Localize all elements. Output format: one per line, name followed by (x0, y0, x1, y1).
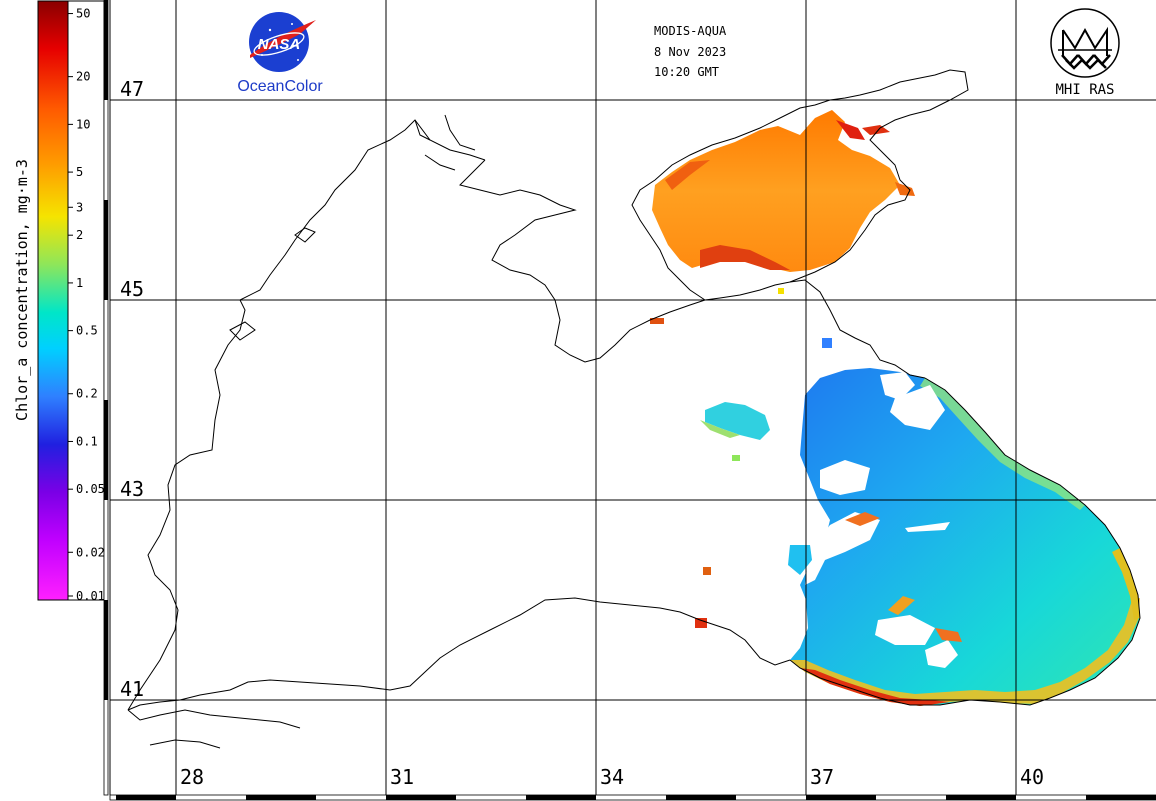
colorbar-title: Chlor_a concentration, mg·m-3 (13, 159, 31, 421)
colorbar-gradient (37, 0, 69, 601)
nasa-text: NASA (258, 36, 301, 53)
colorbar-tick-label: 0.5 (76, 324, 98, 338)
time-label: 10:20 GMT (654, 65, 719, 79)
colorbar-tick-label: 10 (76, 117, 90, 131)
lon-label: 40 (1020, 765, 1044, 789)
lon-label: 28 (180, 765, 204, 789)
lon-label: 37 (810, 765, 834, 789)
image-header: MODIS-AQUA 8 Nov 2023 10:20 GMT (654, 24, 727, 79)
colorbar-tick-label: 1 (76, 276, 83, 290)
colorbar-tick-label: 0.01 (76, 589, 105, 603)
colorbar-tick-label: 0.1 (76, 434, 98, 448)
sensor-label: MODIS-AQUA (654, 24, 727, 38)
colorbar-ticks: 50 20 10 5 3 2 1 0.5 0.2 0.1 0.05 0.02 0.01 (68, 7, 105, 603)
date-label: 8 Nov 2023 (654, 45, 726, 59)
oceancolor-text: OceanColor (237, 78, 323, 95)
lat-labels: 47 45 43 41 (120, 77, 144, 701)
colorbar-tick-label: 5 (76, 165, 83, 179)
colorbar: 50 20 10 5 3 2 1 0.5 0.2 0.1 0.05 0.02 0.01 Chlor_a … (13, 0, 105, 603)
lat-label: 47 (120, 77, 144, 101)
chlorophyll-data (650, 110, 1140, 706)
lat-label: 43 (120, 477, 144, 501)
lat-label: 45 (120, 277, 144, 301)
azov-sea-data (652, 110, 900, 272)
bottom-scale-bar (109, 794, 1156, 801)
mhi-ras-logo: MHI RAS (1050, 8, 1120, 98)
colorbar-tick-label: 0.2 (76, 387, 98, 401)
colorbar-tick-label: 50 (76, 7, 90, 21)
colorbar-tick-label: 0.05 (76, 482, 105, 496)
lat-lon-grid (110, 0, 1156, 795)
coastline (127, 69, 1141, 749)
mhi-ras-text: MHI RAS (1055, 82, 1114, 98)
colorbar-tick-label: 3 (76, 200, 83, 214)
lon-label: 31 (390, 765, 414, 789)
lon-label: 34 (600, 765, 624, 789)
left-scale-bar (103, 0, 111, 796)
nasa-logo: NASA OceanColor (237, 12, 323, 95)
colorbar-tick-label: 20 (76, 70, 90, 84)
colorbar-tick-label: 2 (76, 228, 83, 242)
lat-label: 41 (120, 677, 144, 701)
lon-labels: 28 31 34 37 40 (180, 765, 1044, 789)
east-sea-data (790, 368, 1140, 705)
colorbar-tick-label: 0.02 (76, 545, 105, 559)
